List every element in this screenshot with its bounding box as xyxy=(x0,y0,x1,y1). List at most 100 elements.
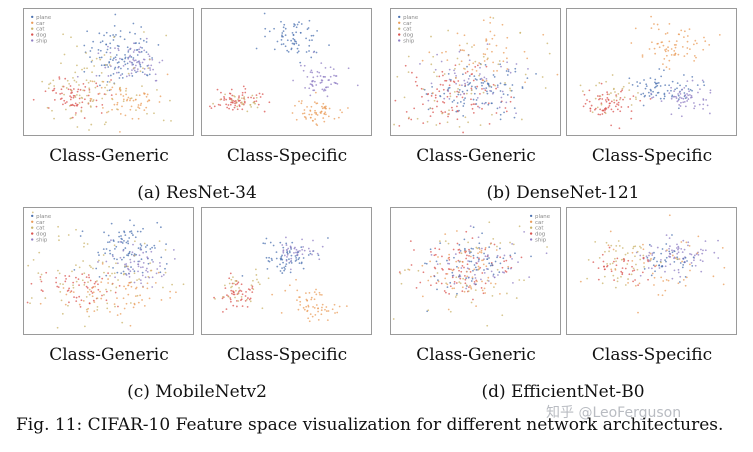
scatter-point xyxy=(486,255,489,258)
scatter-point xyxy=(229,92,232,95)
legend-label: car xyxy=(36,220,45,226)
scatter-point xyxy=(453,99,455,102)
scatter-point xyxy=(69,98,72,101)
scatter-point xyxy=(53,98,56,101)
scatter-point xyxy=(134,64,137,67)
scatter-point xyxy=(44,90,47,93)
scatter-point xyxy=(51,109,53,112)
scatter-point xyxy=(669,253,672,255)
scatter-point xyxy=(509,87,511,90)
scatter-point xyxy=(671,254,674,257)
scatter-point xyxy=(294,246,296,249)
scatter-point xyxy=(468,286,470,289)
scatter-point xyxy=(426,120,429,123)
scatter-point xyxy=(482,53,485,55)
scatter-point xyxy=(478,248,481,250)
scatter-point xyxy=(663,92,666,95)
scatter-point xyxy=(130,230,133,233)
scatter-point xyxy=(482,79,485,82)
scatter-point xyxy=(455,282,458,284)
scatter-point xyxy=(116,297,118,300)
scatter-point xyxy=(627,259,630,262)
scatter-point xyxy=(488,257,490,259)
scatter-point xyxy=(105,51,108,54)
scatter-point xyxy=(676,243,678,246)
scatter-point xyxy=(84,85,87,88)
scatter-point xyxy=(356,84,359,87)
scatter-point xyxy=(280,256,283,258)
scatter-point xyxy=(600,82,603,85)
scatter-point xyxy=(226,106,229,109)
scatter-point xyxy=(103,34,105,37)
scatter-point xyxy=(89,105,92,108)
scatter-point xyxy=(104,93,107,96)
scatter-point xyxy=(673,44,676,46)
scatter-point xyxy=(140,266,142,269)
scatter-point xyxy=(243,100,246,103)
scatter-point xyxy=(475,268,478,271)
scatter-point xyxy=(649,88,652,91)
scatter-point xyxy=(46,106,49,109)
scatter-point xyxy=(117,241,120,243)
scatter-point xyxy=(97,259,100,262)
scatter-point xyxy=(678,33,681,36)
scatter-point xyxy=(153,244,156,247)
scatter-point xyxy=(421,59,424,62)
scatter-point xyxy=(474,289,477,291)
scatter-point xyxy=(39,276,42,278)
scatter-point xyxy=(74,71,77,74)
scatter-point xyxy=(316,70,319,73)
scatter-point xyxy=(487,102,490,105)
scatter-point xyxy=(291,42,294,45)
scatter-point xyxy=(509,241,511,244)
scatter-point xyxy=(458,91,461,93)
scatter-point xyxy=(133,69,136,72)
scatter-point xyxy=(252,97,255,100)
scatter-point xyxy=(326,319,329,322)
legend-marker xyxy=(529,226,533,229)
scatter-point xyxy=(614,286,617,289)
scatter-point xyxy=(75,81,78,83)
scatter-plot xyxy=(579,214,726,314)
scatter-point xyxy=(654,52,657,55)
scatter-point xyxy=(127,240,129,242)
scatter-point xyxy=(542,33,545,36)
scatter-point xyxy=(487,254,489,257)
scatter-point xyxy=(677,268,680,271)
scatter-point xyxy=(133,281,136,284)
scatter-point xyxy=(123,60,126,63)
scatter-point xyxy=(97,251,100,254)
scatter-point xyxy=(78,102,81,104)
scatter-point xyxy=(446,286,449,289)
scatter-point xyxy=(654,81,656,84)
scatter-point xyxy=(677,107,680,110)
scatter-point xyxy=(639,274,642,277)
scatter-point xyxy=(614,268,617,271)
scatter-point xyxy=(112,39,115,41)
scatter-point xyxy=(232,99,235,102)
scatter-point xyxy=(301,253,304,256)
scatter-point xyxy=(430,35,432,38)
scatter-point xyxy=(323,76,325,78)
scatter-point xyxy=(607,99,610,101)
scatter-point xyxy=(440,110,443,113)
scatter-point xyxy=(681,251,684,253)
scatter-point xyxy=(620,90,622,93)
scatter-point xyxy=(286,251,289,253)
scatter-point xyxy=(614,105,617,108)
scatter-point xyxy=(664,259,666,261)
scatter-point xyxy=(165,263,168,265)
scatter-point xyxy=(477,252,479,255)
scatter-point xyxy=(484,292,487,294)
scatter-point xyxy=(486,258,489,260)
scatter-point xyxy=(463,102,466,105)
scatter-point xyxy=(281,32,284,34)
scatter-point xyxy=(296,289,299,292)
scatter-point xyxy=(457,80,460,82)
scatter-point xyxy=(139,279,142,282)
scatter-point xyxy=(466,267,469,270)
scatter-point xyxy=(447,113,449,116)
scatter-point xyxy=(265,256,268,259)
scatter-point xyxy=(458,248,461,251)
scatter-point xyxy=(647,267,650,269)
